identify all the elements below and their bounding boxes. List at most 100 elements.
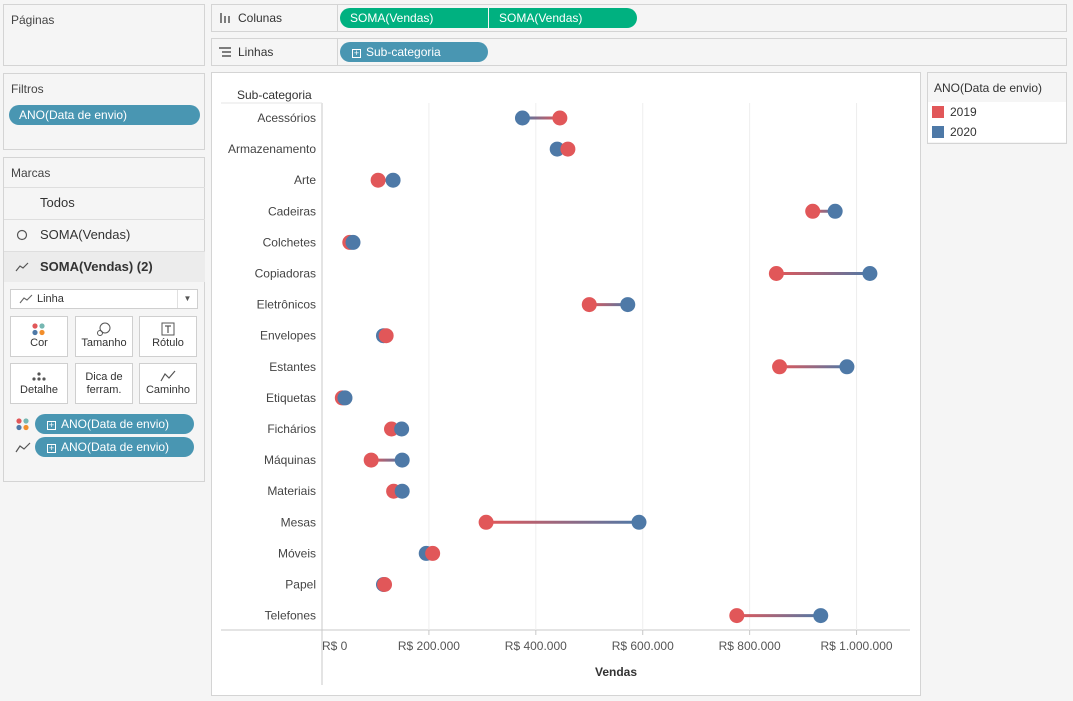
row-label-envelopes: Envelopes <box>260 329 316 343</box>
circle-icon <box>16 229 28 241</box>
legend-title: ANO(Data de envio) <box>934 81 1043 95</box>
path-icon <box>160 370 176 382</box>
filters-panel[interactable]: Filtros ANO(Data de envio) <box>3 73 205 150</box>
row-label-colchetes: Colchetes <box>263 235 316 249</box>
mark-type-dropdown[interactable]: Linha ▼ <box>10 289 198 309</box>
dot-2020-acessorios <box>514 110 530 126</box>
legend-swatch-2019 <box>932 106 944 118</box>
dot-2020-arte <box>385 172 401 188</box>
dot-2019-arte <box>370 172 386 188</box>
rows-shelf[interactable]: Linhas + Sub-categoria <box>211 38 1067 66</box>
row-label-copiadoras: Copiadoras <box>255 267 316 281</box>
dot-2019-armazenamento <box>560 141 576 157</box>
path-card-label: Caminho <box>145 384 191 396</box>
color-card[interactable]: Cor <box>10 316 68 357</box>
dot-2019-moveis <box>425 545 441 561</box>
dot-2019-telefones <box>729 608 745 624</box>
marks-all-label: Todos <box>40 195 75 210</box>
marks-tab-all[interactable]: Todos <box>4 187 205 218</box>
tooltip-card[interactable]: Dica de ferram. <box>75 363 133 404</box>
x-axis-title: Vendas <box>595 665 637 679</box>
label-card-label: Rótulo <box>152 337 184 349</box>
x-tick-label: R$ 600.000 <box>612 639 674 653</box>
dot-2019-estantes <box>772 359 788 375</box>
detail-card-label: Detalhe <box>20 384 58 396</box>
dot-2020-maquinas <box>394 452 410 468</box>
dot-2019-maquinas <box>363 452 379 468</box>
dot-2020-cadeiras <box>827 203 843 219</box>
color-dots-icon <box>16 418 29 431</box>
dot-2019-envelopes <box>378 328 394 344</box>
dot-2020-etiquetas <box>337 390 353 406</box>
row-pill[interactable]: + Sub-categoria <box>340 42 488 62</box>
rows-label: Linhas <box>238 45 274 59</box>
line-icon <box>19 294 33 304</box>
row-label-armazenamento: Armazenamento <box>228 142 316 156</box>
legend-item-2019[interactable]: 2019 <box>928 102 1066 122</box>
row-label-maquinas: Máquinas <box>264 453 316 467</box>
plus-icon: + <box>47 420 56 430</box>
row-label-papel: Papel <box>285 578 316 592</box>
marks-tab-measure2[interactable]: SOMA(Vendas) (2) <box>4 251 205 282</box>
size-card-label: Tamanho <box>81 337 127 349</box>
color-dots-icon <box>32 323 45 336</box>
column-pill-2[interactable]: SOMA(Vendas) <box>489 8 637 28</box>
filters-title: Filtros <box>11 82 44 96</box>
dot-2020-ficharios <box>394 421 410 437</box>
marks-tab-measure1[interactable]: SOMA(Vendas) <box>4 219 205 250</box>
size-card[interactable]: Tamanho <box>75 316 133 357</box>
mark-type-label: Linha <box>37 293 64 305</box>
dot-2020-materiais <box>394 483 410 499</box>
row-label-mesas: Mesas <box>281 515 316 529</box>
legend-item-2020[interactable]: 2020 <box>928 122 1066 142</box>
path-icon <box>15 442 31 453</box>
rows-icon <box>219 47 231 57</box>
dot-2019-papel <box>377 577 393 592</box>
size-icon <box>97 322 111 336</box>
chart-svg: Sub-categoria Vendas R$ 0 R$ 200.000 R$ 40… <box>221 88 910 685</box>
marks-measure2-label: SOMA(Vendas) (2) <box>40 259 153 274</box>
marks-title: Marcas <box>11 166 51 180</box>
mark-color-pill-label: ANO(Data de envio) <box>61 417 170 431</box>
x-tick-label: R$ 400.000 <box>505 639 567 653</box>
column-pill-1[interactable]: SOMA(Vendas) <box>340 8 488 28</box>
dot-2020-estantes <box>839 359 855 375</box>
row-label-estantes: Estantes <box>269 360 316 374</box>
filter-pill-year[interactable]: ANO(Data de envio) <box>9 105 200 125</box>
filter-pill-label: ANO(Data de envio) <box>19 108 128 122</box>
columns-header: Colunas <box>212 5 338 31</box>
marks-panel: Marcas Todos SOMA(Vendas) SOMA(Vendas) (… <box>3 157 205 482</box>
label-card[interactable]: Rótulo <box>139 316 197 357</box>
plus-icon: + <box>352 48 361 58</box>
columns-shelf[interactable]: Colunas SOMA(Vendas) SOMA(Vendas) <box>211 4 1067 32</box>
columns-icon <box>220 13 230 23</box>
dot-2019-copiadoras <box>768 266 784 281</box>
dot-2019-eletronicos <box>581 297 597 313</box>
path-card[interactable]: Caminho <box>139 363 197 404</box>
x-tick-label: R$ 0 <box>322 639 348 653</box>
dot-2020-copiadoras <box>862 266 878 281</box>
legend-label-2020: 2020 <box>950 125 977 139</box>
dot-2019-acessorios <box>552 110 568 126</box>
rows-header: Linhas <box>212 39 338 65</box>
row-header-label: Sub-categoria <box>237 88 312 102</box>
row-label-etiquetas: Etiquetas <box>266 391 316 405</box>
pages-panel[interactable]: Páginas <box>3 4 205 66</box>
detail-card[interactable]: Detalhe <box>10 363 68 404</box>
mark-color-pill[interactable]: + ANO(Data de envio) <box>35 414 194 434</box>
legend-label-2019: 2019 <box>950 105 977 119</box>
row-label-ficharios: Fichários <box>267 422 316 436</box>
dot-2020-colchetes <box>345 234 361 250</box>
chevron-down-icon: ▼ <box>177 290 197 308</box>
x-tick-label: R$ 800.000 <box>719 639 781 653</box>
row-pill-label: Sub-categoria <box>366 45 441 59</box>
mark-path-pill[interactable]: + ANO(Data de envio) <box>35 437 194 457</box>
columns-label: Colunas <box>238 11 283 25</box>
line-icon <box>15 262 29 272</box>
dot-2019-cadeiras <box>805 203 821 219</box>
view-panel: Sub-categoria Vendas R$ 0 R$ 200.000 R$ 40… <box>211 72 921 696</box>
dot-2020-mesas <box>631 514 647 530</box>
color-card-label: Cor <box>30 337 48 349</box>
row-label-arte: Arte <box>294 173 316 187</box>
dot-2020-armazenamento <box>549 141 565 157</box>
